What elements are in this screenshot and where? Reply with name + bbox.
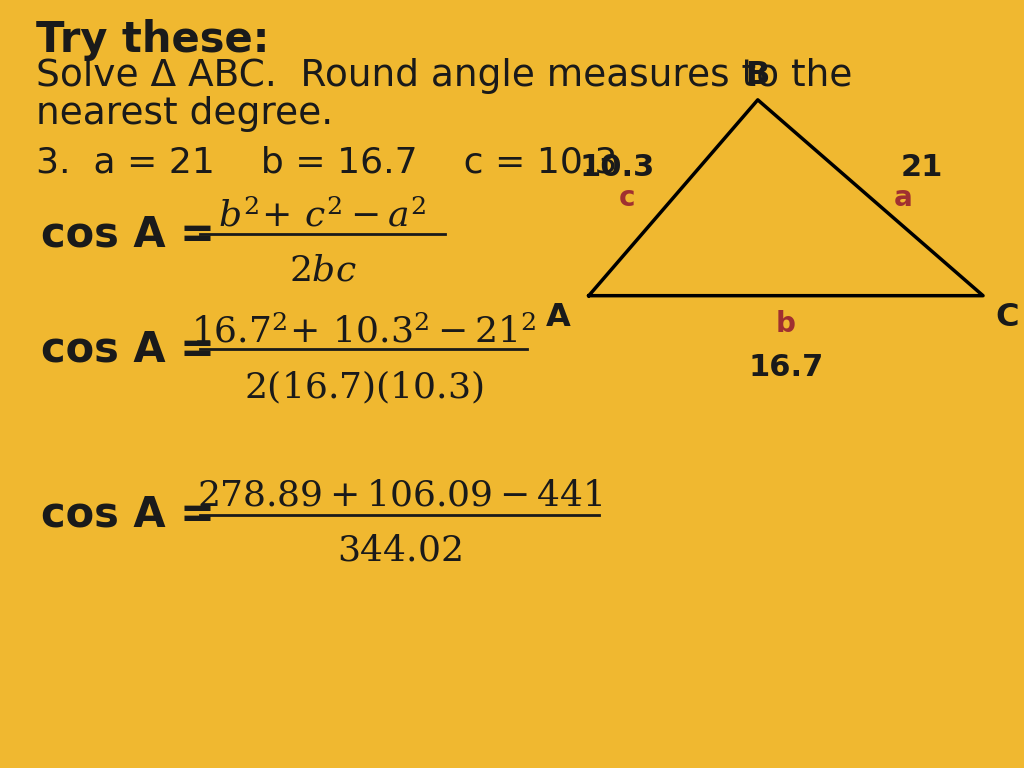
Text: nearest degree.: nearest degree. bbox=[36, 96, 333, 132]
Text: b: b bbox=[776, 310, 796, 337]
Text: a: a bbox=[894, 184, 912, 212]
Text: A: A bbox=[546, 302, 570, 333]
Text: $344.02$: $344.02$ bbox=[337, 534, 462, 568]
Text: $2bc$: $2bc$ bbox=[289, 253, 356, 287]
Text: 21: 21 bbox=[900, 153, 943, 181]
Text: $b^2\!+\, c^2 - a^2$: $b^2\!+\, c^2 - a^2$ bbox=[218, 199, 427, 234]
Text: cos A =: cos A = bbox=[41, 329, 215, 370]
Text: $278.89 + 106.09 - 441$: $278.89 + 106.09 - 441$ bbox=[197, 478, 602, 512]
Text: B: B bbox=[745, 60, 770, 91]
Text: cos A =: cos A = bbox=[41, 214, 215, 255]
Text: Solve Δ ABC.  Round angle measures to the: Solve Δ ABC. Round angle measures to the bbox=[36, 58, 852, 94]
Text: $16.7^2\!+\, 10.3^2 - 21^2$: $16.7^2\!+\, 10.3^2 - 21^2$ bbox=[190, 314, 537, 349]
Text: Try these:: Try these: bbox=[36, 19, 269, 61]
Text: 3.  a = 21    b = 16.7    c = 10.3: 3. a = 21 b = 16.7 c = 10.3 bbox=[36, 146, 617, 180]
Text: 10.3: 10.3 bbox=[580, 153, 654, 181]
Text: C: C bbox=[995, 302, 1019, 333]
Text: cos A =: cos A = bbox=[41, 494, 215, 535]
Text: 16.7: 16.7 bbox=[749, 353, 823, 382]
Text: c: c bbox=[618, 184, 636, 212]
Text: $2(16.7)(10.3)$: $2(16.7)(10.3)$ bbox=[244, 369, 483, 406]
